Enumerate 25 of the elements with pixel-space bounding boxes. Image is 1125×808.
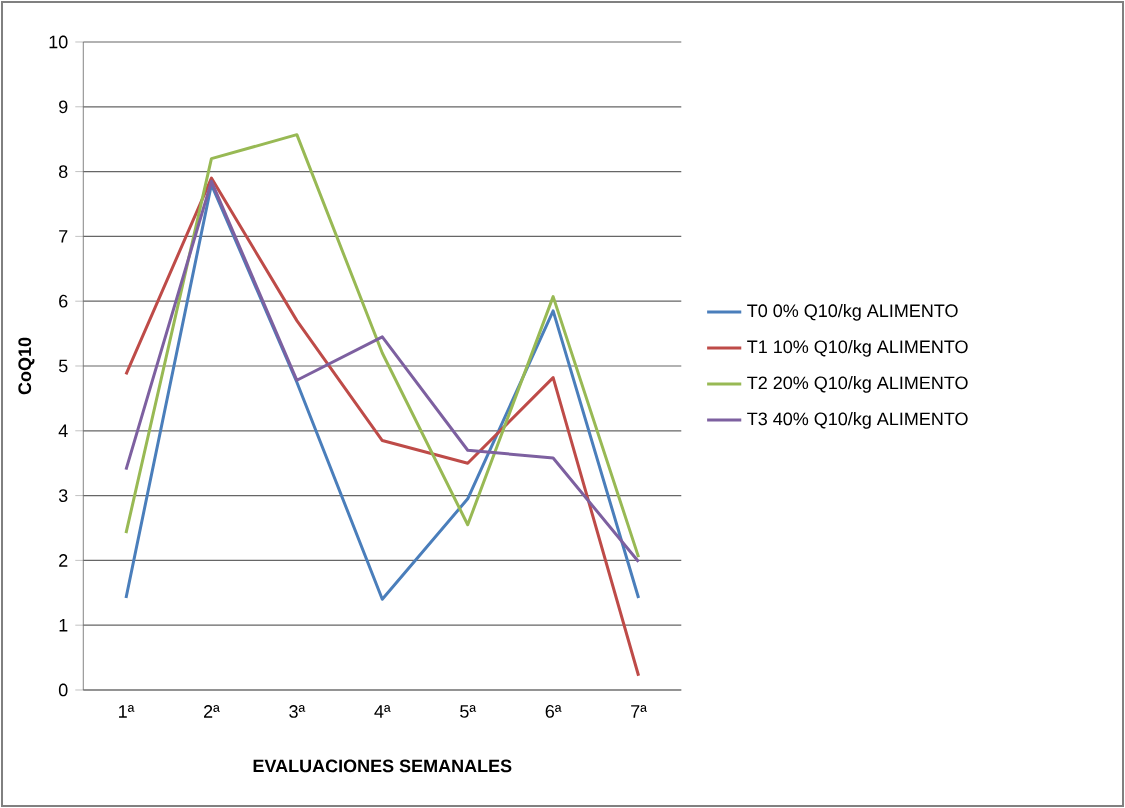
legend-label: T0 0% Q10/kg ALIMENTO: [747, 303, 958, 321]
line-series: [124, 176, 641, 678]
y-tick-label: 8: [59, 165, 68, 178]
y-tick-label: 3: [58, 489, 68, 502]
legend-label: T2 20% Q10/kg ALIMENTO: [747, 375, 968, 393]
x-tick-label: 3ª: [289, 705, 306, 718]
y-axis-title: CoQ10: [18, 337, 35, 395]
y-tick-label: 0: [58, 683, 68, 697]
x-tick-label: 1ª: [119, 705, 135, 718]
y-tick-label: 1: [59, 618, 68, 632]
y-tick-label: 9: [59, 100, 68, 114]
y-tick-label: 4: [58, 424, 68, 437]
x-tick-label: 6ª: [545, 705, 562, 718]
y-tick-label: 5: [58, 359, 68, 373]
x-tick-label: 2ª: [204, 705, 220, 718]
legend-label: T1 10% Q10/kg ALIMENTO: [747, 339, 968, 357]
y-tick-label: 10: [49, 35, 68, 49]
x-tick-label: 5ª: [460, 705, 477, 718]
x-axis-title: EVALUACIONES SEMANALES: [253, 759, 512, 773]
y-tick-label: 7: [59, 230, 68, 243]
y-tick-label: 2: [59, 554, 68, 567]
x-tick-label: 4ª: [374, 705, 391, 718]
x-tick-label: 7ª: [631, 705, 647, 718]
legend-label: T3 40% Q10/kg ALIMENTO: [747, 412, 968, 429]
y-tick-label: 6: [59, 294, 68, 308]
